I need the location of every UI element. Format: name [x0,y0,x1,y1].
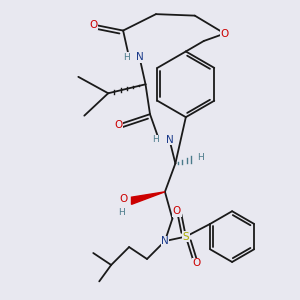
Text: O: O [173,206,181,216]
Text: N: N [136,52,143,62]
Polygon shape [131,192,165,204]
Text: H: H [123,53,130,62]
Text: O: O [192,259,200,269]
Text: O: O [220,28,229,38]
Text: H: H [153,135,159,144]
Text: O: O [89,20,98,30]
Text: H: H [197,153,204,162]
Text: O: O [115,120,123,130]
Text: H: H [118,208,125,217]
Text: O: O [119,194,127,204]
Text: N: N [161,236,169,246]
Text: S: S [182,232,189,242]
Text: N: N [166,134,173,145]
